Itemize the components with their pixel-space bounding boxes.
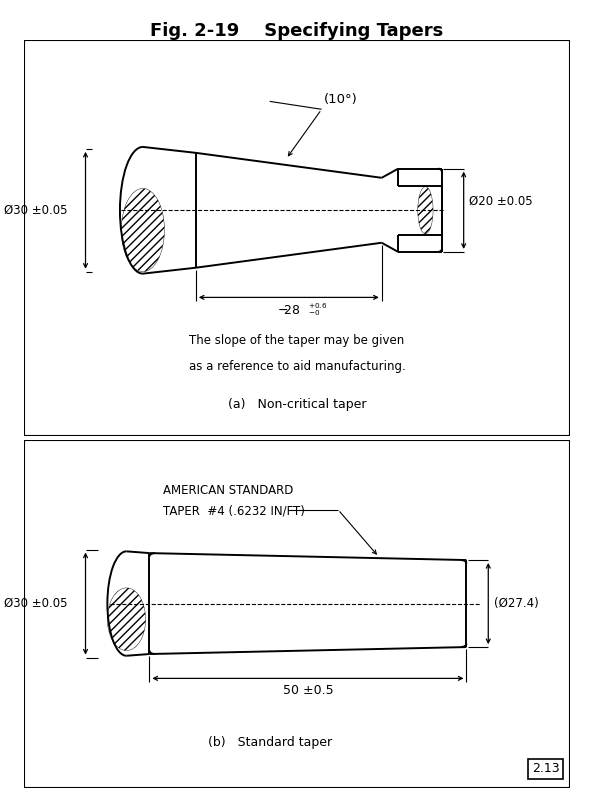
Text: Fig. 2-19    Specifying Tapers: Fig. 2-19 Specifying Tapers [150,22,444,40]
Text: Ø20 ±0.05: Ø20 ±0.05 [469,195,533,208]
Text: Ø30 ±0.05: Ø30 ±0.05 [4,597,68,610]
Text: Ø30 ±0.05: Ø30 ±0.05 [4,204,68,217]
Text: 2.13: 2.13 [532,762,560,775]
Text: $^{+0.6}_{-0}$: $^{+0.6}_{-0}$ [308,302,327,318]
Text: (Ø27.4): (Ø27.4) [494,597,539,610]
Text: (b)   Standard taper: (b) Standard taper [208,736,331,750]
Text: $-\!\!28$: $-\!\!28$ [277,304,301,317]
Text: The slope of the taper may be given: The slope of the taper may be given [189,334,405,347]
Text: (a)   Non-critical taper: (a) Non-critical taper [228,398,366,411]
Text: TAPER  #4 (.6232 IN/FT): TAPER #4 (.6232 IN/FT) [163,505,305,518]
Text: AMERICAN STANDARD: AMERICAN STANDARD [163,484,293,497]
Text: as a reference to aid manufacturing.: as a reference to aid manufacturing. [189,360,405,373]
Text: 50 ±0.5: 50 ±0.5 [283,684,333,698]
Text: (10°): (10°) [324,93,358,106]
